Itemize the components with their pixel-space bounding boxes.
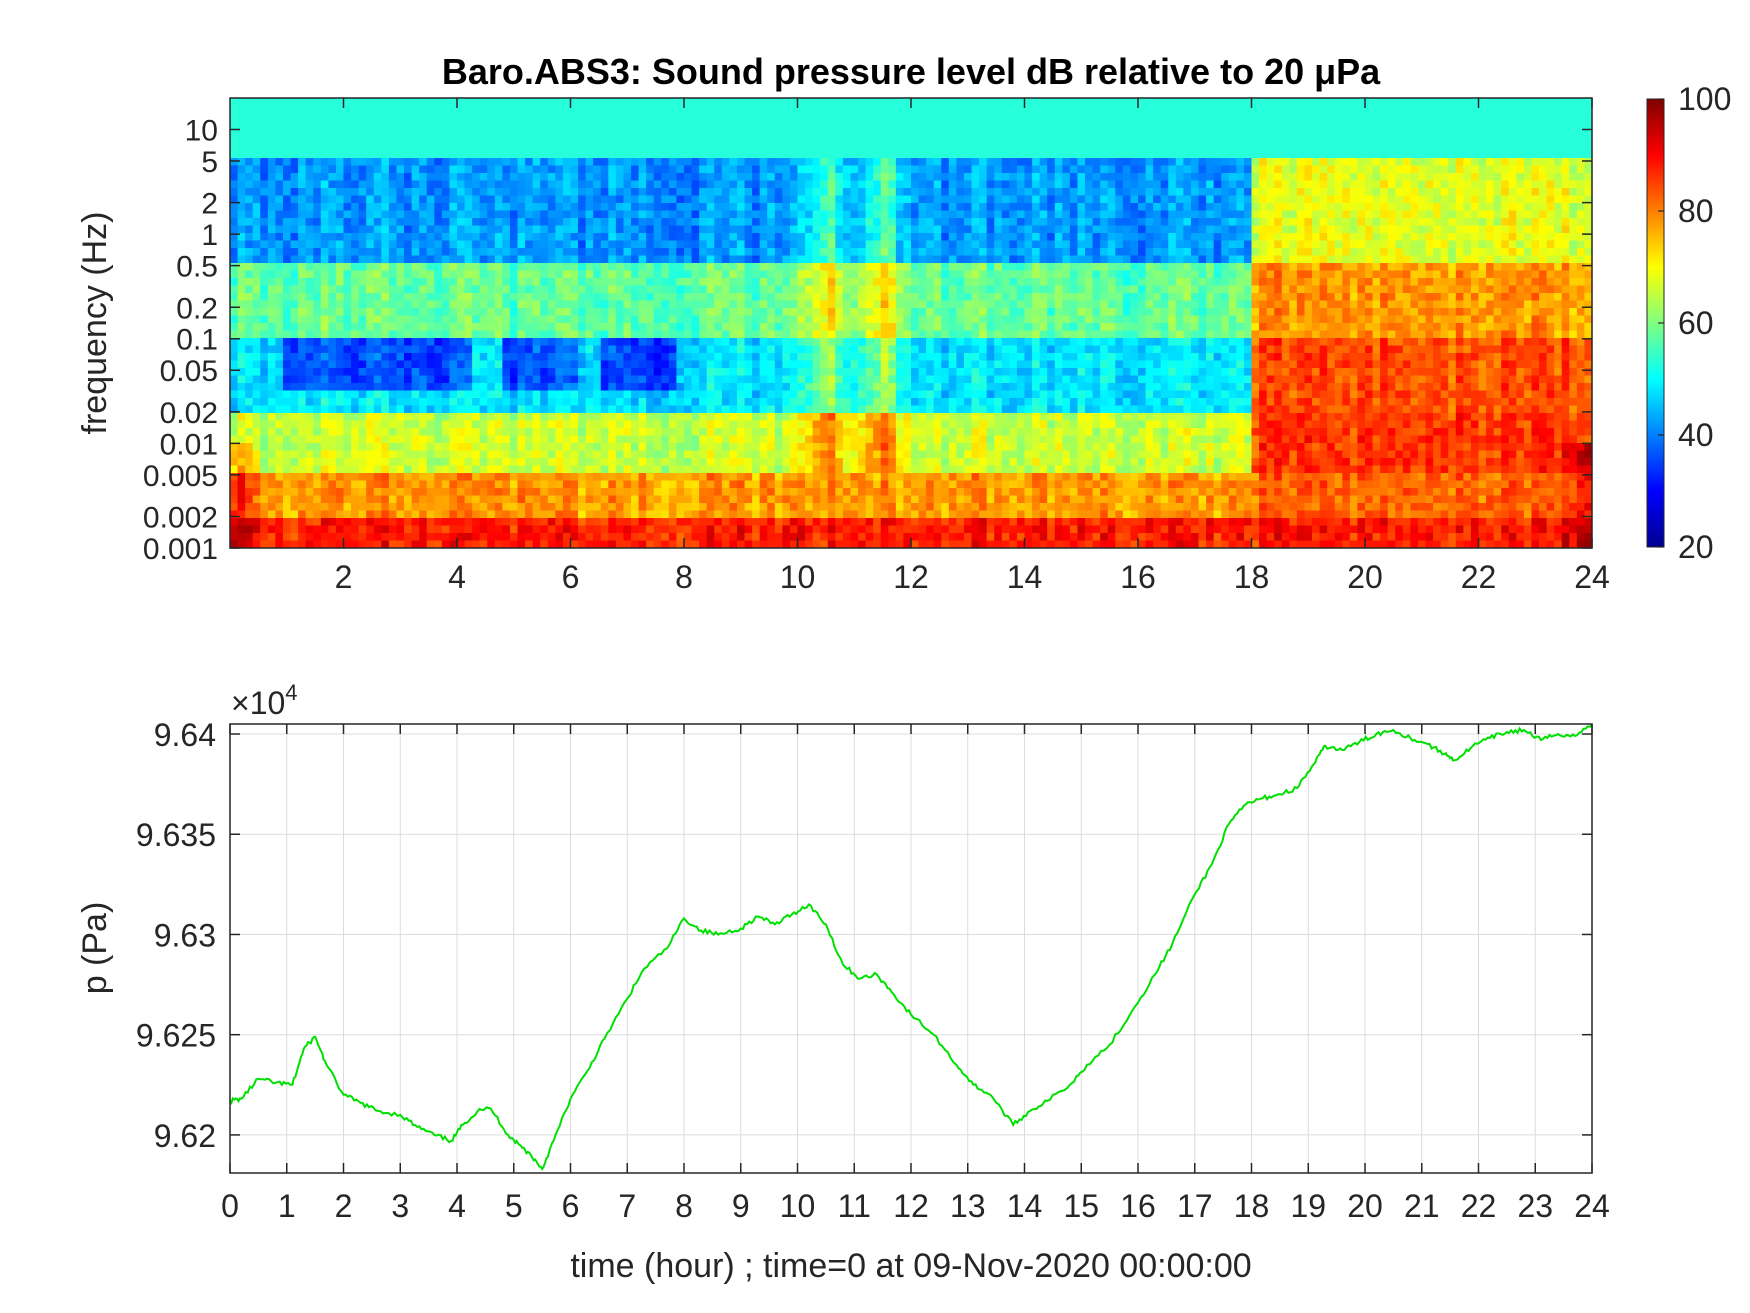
colorbar-ticks: 100 80 60 40 20 bbox=[1658, 81, 1731, 565]
pressure-x-tick-label: 4 bbox=[448, 1188, 466, 1224]
colorbar-tick-label: 100 bbox=[1678, 81, 1731, 117]
spectrogram-y-tick-label: 0.2 bbox=[176, 292, 218, 325]
spectrogram-y-label: frequency (Hz) bbox=[76, 212, 114, 435]
pressure-x-tick-label: 19 bbox=[1290, 1188, 1326, 1224]
spectrogram-x-tick-label: 8 bbox=[675, 559, 693, 595]
spectrogram-y-tick-label: 0.005 bbox=[143, 460, 218, 493]
pressure-x-tick-label: 5 bbox=[505, 1188, 523, 1224]
pressure-x-tick-label: 10 bbox=[780, 1188, 816, 1224]
pressure-x-tick-label: 22 bbox=[1461, 1188, 1497, 1224]
pressure-x-ticks: 0 1 2 3 4 5 6 7 8 9 10 11 12 13 14 15 16 17 18 19 20 21 22 23 24 bbox=[221, 724, 1610, 1224]
spectrogram-x-tick-label: 16 bbox=[1120, 559, 1156, 595]
pressure-x-tick-label: 1 bbox=[278, 1188, 296, 1224]
spectrogram-y-tick-label: 1 bbox=[201, 219, 218, 252]
spectrogram-y-tick-label: 10 bbox=[185, 114, 218, 147]
spectrogram-x-tick-label: 12 bbox=[893, 559, 929, 595]
pressure-series-line bbox=[230, 724, 1592, 1171]
pressure-x-tick-label: 13 bbox=[950, 1188, 986, 1224]
spectrogram-y-tick-label: 0.002 bbox=[143, 502, 218, 535]
pressure-x-tick-label: 12 bbox=[893, 1188, 929, 1224]
pressure-y-label: p (Pa) bbox=[76, 902, 114, 995]
pressure-x-tick-label: 2 bbox=[335, 1188, 353, 1224]
pressure-y-tick-label: 9.64 bbox=[154, 717, 216, 753]
spectrogram-heatmap bbox=[230, 98, 1592, 548]
colorbar-tick-label: 80 bbox=[1678, 193, 1714, 229]
colorbar-tick-label: 40 bbox=[1678, 417, 1714, 453]
spectrogram-y-tick-label: 5 bbox=[201, 146, 218, 179]
spectrogram-y-tick-label: 2 bbox=[201, 188, 218, 221]
spectrogram-x-tick-label: 10 bbox=[780, 559, 816, 595]
spectrogram-y-ticks: 105 210.5 0.20.10.05 0.020.010.005 0.0020.00… bbox=[143, 114, 1592, 566]
spectrogram-x-tick-label: 20 bbox=[1347, 559, 1383, 595]
spectrogram-x-tick-label: 22 bbox=[1461, 559, 1497, 595]
spectrogram-x-tick-label: 4 bbox=[448, 559, 466, 595]
colorbar-tick-label: 20 bbox=[1678, 529, 1714, 565]
pressure-x-tick-label: 8 bbox=[675, 1188, 693, 1224]
pressure-x-tick-label: 15 bbox=[1063, 1188, 1099, 1224]
spectrogram-x-tick-label: 24 bbox=[1574, 559, 1610, 595]
pressure-x-tick-label: 11 bbox=[838, 1188, 871, 1224]
pressure-x-label: time (hour) ; time=0 at 09-Nov-2020 00:0… bbox=[570, 1247, 1251, 1285]
pressure-x-tick-label: 3 bbox=[391, 1188, 409, 1224]
spectrogram-x-tick-label: 2 bbox=[335, 559, 353, 595]
pressure-x-tick-label: 6 bbox=[562, 1188, 580, 1224]
pressure-y-tick-label: 9.63 bbox=[154, 917, 216, 953]
pressure-y-ticks: 9.62 9.625 9.63 9.635 9.64 bbox=[136, 717, 1592, 1154]
spectrogram-y-tick-label: 0.05 bbox=[160, 355, 218, 388]
spectrogram-y-tick-label: 0.5 bbox=[176, 251, 218, 284]
spectrogram-x-tick-label: 6 bbox=[562, 559, 580, 595]
pressure-x-tick-label: 7 bbox=[618, 1188, 636, 1224]
pressure-x-tick-label: 14 bbox=[1007, 1188, 1043, 1224]
pressure-x-tick-label: 0 bbox=[221, 1188, 239, 1224]
spectrogram-y-tick-label: 0.1 bbox=[176, 324, 218, 357]
colorbar-tick-label: 60 bbox=[1678, 305, 1714, 341]
pressure-x-tick-label: 17 bbox=[1177, 1188, 1213, 1224]
pressure-y-tick-label: 9.635 bbox=[136, 817, 216, 853]
pressure-x-tick-label: 16 bbox=[1120, 1188, 1156, 1224]
pressure-x-tick-label: 20 bbox=[1347, 1188, 1383, 1224]
spectrogram-x-tick-label: 18 bbox=[1234, 559, 1270, 595]
pressure-x-tick-label: 21 bbox=[1404, 1188, 1440, 1224]
pressure-x-tick-label: 24 bbox=[1574, 1188, 1610, 1224]
spectrogram-y-tick-label: 0.01 bbox=[160, 428, 218, 461]
pressure-y-tick-label: 9.62 bbox=[154, 1118, 216, 1154]
spectrogram-title: Baro.ABS3: Sound pressure level dB relat… bbox=[442, 51, 1381, 92]
spectrogram-x-tick-label: 14 bbox=[1007, 559, 1043, 595]
spectrogram-x-ticks: 2 4 6 8 10 12 14 16 18 20 22 24 bbox=[335, 98, 1610, 595]
y-exponent-label: ×104 bbox=[231, 680, 298, 721]
pressure-x-tick-label: 23 bbox=[1517, 1188, 1553, 1224]
spectrogram-y-tick-label: 0.001 bbox=[143, 533, 218, 566]
pressure-x-tick-label: 9 bbox=[732, 1188, 750, 1224]
spectrogram-y-tick-label: 0.02 bbox=[160, 397, 218, 430]
pressure-x-tick-label: 18 bbox=[1234, 1188, 1270, 1224]
pressure-y-tick-label: 9.625 bbox=[136, 1018, 216, 1054]
pressure-grid bbox=[229, 724, 1593, 1173]
